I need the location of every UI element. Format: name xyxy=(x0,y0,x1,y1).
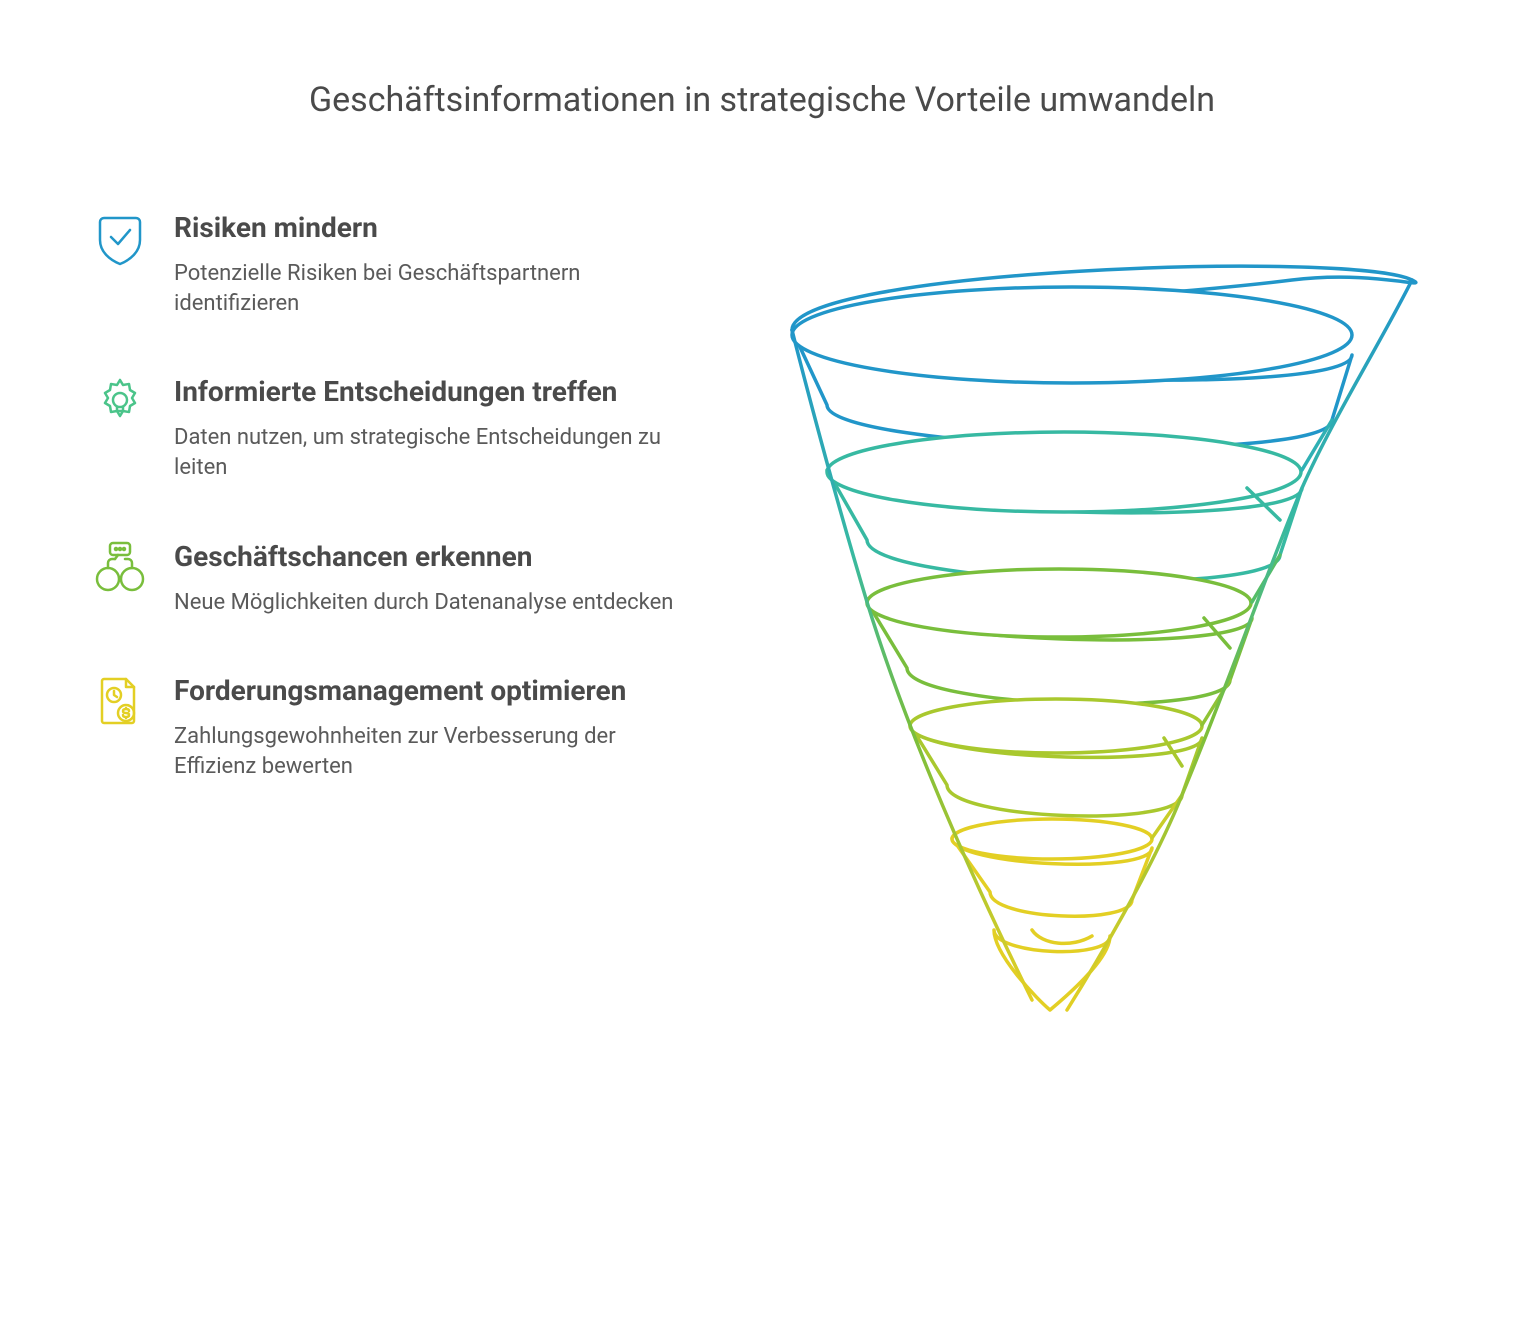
item-decisions: Informierte Entscheidungen treffen Daten… xyxy=(90,374,690,482)
spiral-funnel-icon xyxy=(730,210,1434,1030)
item-desc: Zahlungsgewohnheiten zur Verbesserung de… xyxy=(174,722,690,781)
item-desc: Neue Möglichkeiten durch Datenanalyse en… xyxy=(174,588,690,618)
item-risk: Risiken mindern Potenzielle Risiken bei … xyxy=(90,210,690,318)
items-column: Risiken mindern Potenzielle Risiken bei … xyxy=(90,210,690,1034)
shield-check-icon xyxy=(90,210,150,270)
page-title: Geschäftsinformationen in strategische V… xyxy=(90,80,1434,120)
item-title: Geschäftschancen erkennen xyxy=(174,539,690,574)
item-receivables: Forderungsmanagement optimieren Zahlungs… xyxy=(90,673,690,781)
funnel-column xyxy=(730,210,1434,1034)
item-desc: Potenzielle Risiken bei Geschäftspartner… xyxy=(174,259,690,318)
item-opportunities: Geschäftschancen erkennen Neue Möglichke… xyxy=(90,539,690,618)
item-desc: Daten nutzen, um strategische Entscheidu… xyxy=(174,423,690,482)
item-title: Risiken mindern xyxy=(174,210,690,245)
binoculars-chat-icon xyxy=(90,539,150,599)
item-title: Informierte Entscheidungen treffen xyxy=(174,374,690,409)
document-money-clock-icon xyxy=(90,673,150,733)
content-row: Risiken mindern Potenzielle Risiken bei … xyxy=(90,210,1434,1034)
gear-bulb-icon xyxy=(90,374,150,434)
item-title: Forderungsmanagement optimieren xyxy=(174,673,690,708)
